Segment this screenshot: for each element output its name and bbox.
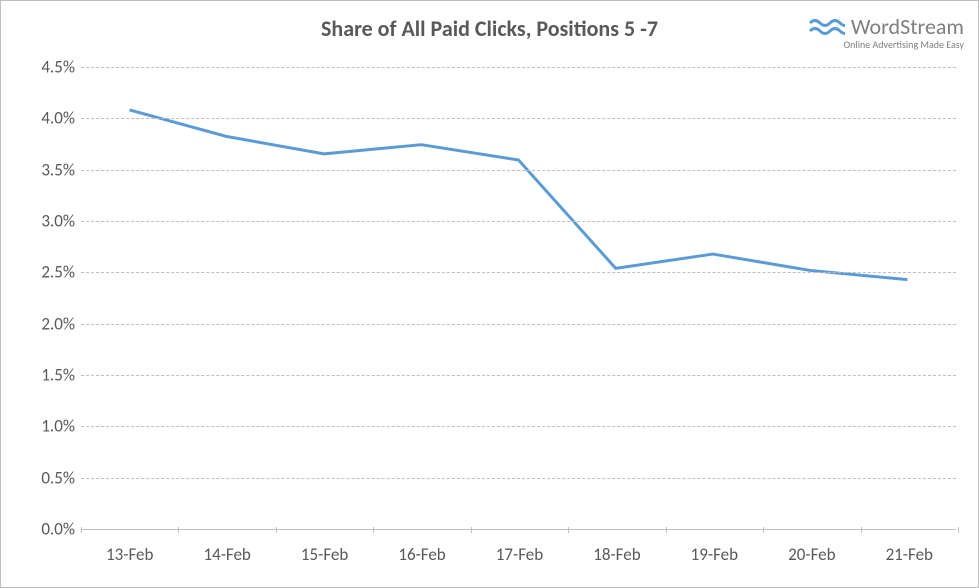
plot-area: 0.0%0.5%1.0%1.5%2.0%2.5%3.0%3.5%4.0%4.5%… xyxy=(81,67,956,527)
grid-line xyxy=(81,272,956,273)
x-tick-label: 20-Feb xyxy=(788,544,835,565)
x-tick-mark xyxy=(276,527,277,533)
data-line xyxy=(81,67,956,527)
x-tick-label: 17-Feb xyxy=(496,544,543,565)
x-tick-mark xyxy=(81,527,82,533)
y-tick-label: 2.0% xyxy=(23,313,75,334)
x-tick-mark xyxy=(763,527,764,533)
y-tick-label: 0.0% xyxy=(23,519,75,540)
x-tick-mark xyxy=(861,527,862,533)
grid-line xyxy=(81,221,956,222)
y-tick-label: 0.5% xyxy=(23,467,75,488)
x-tick-label: 15-Feb xyxy=(301,544,348,565)
grid-line xyxy=(81,375,956,376)
grid-line xyxy=(81,67,956,68)
x-tick-mark xyxy=(568,527,569,533)
x-tick-label: 16-Feb xyxy=(398,544,445,565)
x-tick-mark xyxy=(373,527,374,533)
chart-title: Share of All Paid Clicks, Positions 5 -7 xyxy=(1,15,978,42)
grid-line xyxy=(81,478,956,479)
x-tick-mark xyxy=(958,527,959,533)
x-tick-label: 13-Feb xyxy=(106,544,153,565)
y-tick-label: 2.5% xyxy=(23,262,75,283)
grid-line xyxy=(81,170,956,171)
x-tick-label: 18-Feb xyxy=(593,544,640,565)
y-tick-label: 4.5% xyxy=(23,57,75,78)
y-tick-label: 3.0% xyxy=(23,211,75,232)
x-tick-label: 19-Feb xyxy=(691,544,738,565)
y-tick-label: 1.5% xyxy=(23,365,75,386)
chart-container: WordStream Online Advertising Made Easy … xyxy=(0,0,979,588)
grid-line xyxy=(81,426,956,427)
series-line xyxy=(130,110,908,280)
grid-line xyxy=(81,118,956,119)
y-tick-label: 4.0% xyxy=(23,108,75,129)
x-tick-label: 21-Feb xyxy=(886,544,933,565)
x-tick-mark xyxy=(471,527,472,533)
x-tick-mark xyxy=(666,527,667,533)
x-tick-label: 14-Feb xyxy=(203,544,250,565)
y-tick-label: 1.0% xyxy=(23,416,75,437)
x-axis-line xyxy=(81,529,956,530)
y-tick-label: 3.5% xyxy=(23,159,75,180)
grid-line xyxy=(81,324,956,325)
x-tick-mark xyxy=(178,527,179,533)
